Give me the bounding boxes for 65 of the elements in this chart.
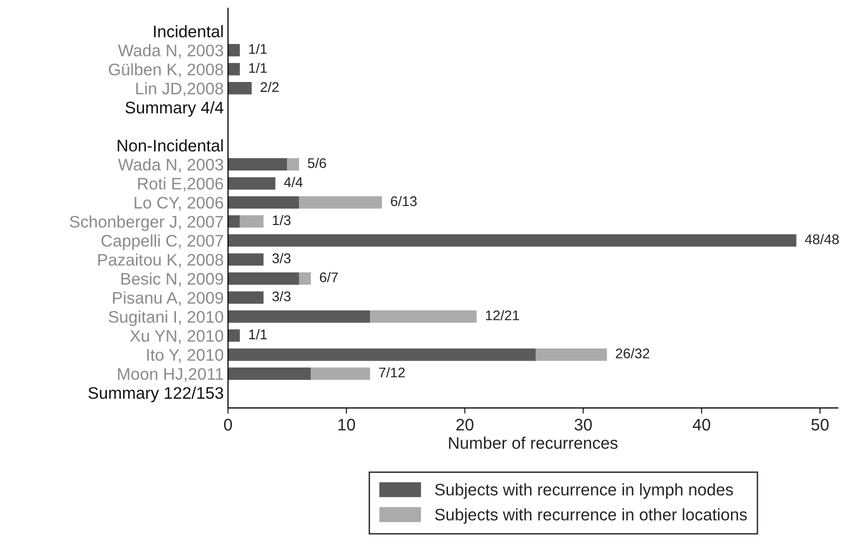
- y-tick-label: Xu YN, 2010: [130, 330, 224, 344]
- text: 12/21: [486, 310, 520, 320]
- bar: [228, 177, 276, 190]
- text: 3/3: [272, 291, 291, 302]
- bar: [228, 272, 300, 285]
- y-tick-label: Wada N, 2003: [118, 158, 224, 173]
- text: 48/48: [804, 234, 839, 244]
- x-tick-label: 10: [338, 418, 356, 431]
- y-tick-label: Wada N, 2003: [118, 44, 224, 58]
- text: 1/1: [249, 44, 267, 54]
- text: 1/1: [249, 62, 267, 73]
- text: 6/13: [390, 196, 417, 206]
- x-tick-label: 50: [811, 418, 829, 431]
- bar: [228, 234, 796, 247]
- bar: [287, 158, 300, 171]
- bar: [228, 367, 311, 380]
- text: 7/12: [379, 367, 405, 378]
- bar: [228, 348, 536, 361]
- text: 6/7: [320, 272, 338, 282]
- bar: [228, 215, 240, 228]
- y-tick-label: Pazaitou K, 2008: [98, 253, 224, 268]
- y-tick-label: Besic N, 2009: [121, 272, 224, 287]
- bar: [370, 310, 477, 323]
- x-tick-label: 0: [224, 418, 232, 431]
- bar: [228, 253, 264, 266]
- y-tick-label: Summary 4/4: [126, 101, 224, 117]
- y-tick-label: Ito Y, 2010: [147, 349, 224, 363]
- y-tick-label: Moon HJ,2011: [118, 368, 224, 382]
- y-tick-label: Gülben K, 2008: [108, 63, 224, 78]
- bar: [310, 367, 370, 380]
- y-tick-label: Cappelli C, 2007: [101, 234, 224, 250]
- bar: [240, 215, 264, 228]
- y-tick-label: Roti E,2006: [138, 177, 224, 192]
- text: 2/2: [260, 82, 279, 92]
- x-tick-label: 30: [574, 418, 592, 431]
- bar: [228, 329, 240, 342]
- y-tick-label: Incidental: [154, 25, 223, 38]
- bar: [299, 272, 311, 285]
- bar: [228, 63, 240, 76]
- text: 5/6: [308, 158, 326, 168]
- bar: [228, 158, 288, 171]
- text: 3/3: [272, 253, 291, 264]
- text: 1/3: [272, 214, 291, 226]
- text: 4/4: [284, 176, 303, 188]
- text: 26/32: [616, 348, 650, 358]
- y-tick-label: Lo CY, 2006: [134, 196, 224, 211]
- bar: [228, 310, 370, 323]
- x-axis-title: Number of recurrences: [449, 436, 618, 449]
- bar: [299, 196, 382, 209]
- y-tick-label: Lin JD,2008: [136, 82, 224, 96]
- x-tick-label: 40: [692, 418, 710, 431]
- bar: [228, 196, 300, 209]
- text: 1/1: [249, 329, 267, 340]
- bar: [228, 291, 264, 304]
- y-tick-label: Pisanu A, 2009: [113, 292, 224, 306]
- bar: [536, 348, 607, 361]
- y-tick-label: Summary 122/153: [88, 386, 224, 402]
- y-tick-label: Schonberger J, 2007: [70, 215, 224, 231]
- legend-label: Subjects with recurrence in other locations: [435, 508, 747, 524]
- y-tick-label: Non-Incidental: [118, 139, 223, 152]
- bar: [228, 82, 252, 94]
- x-tick-label: 20: [456, 418, 474, 431]
- bar: [228, 44, 240, 56]
- y-tick-label: Sugitani I, 2010: [108, 310, 224, 326]
- legend-label: Subjects with recurrence in lymph nodes: [435, 483, 733, 499]
